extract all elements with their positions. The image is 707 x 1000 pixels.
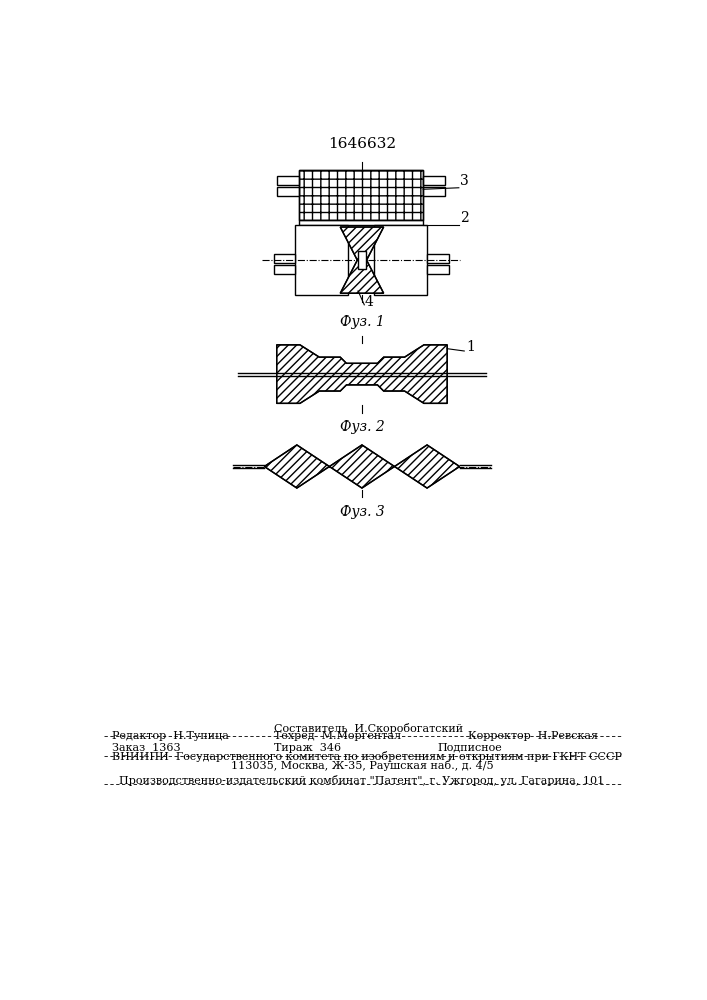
Bar xyxy=(374,225,427,295)
Bar xyxy=(427,265,449,274)
Bar xyxy=(299,220,423,225)
Text: Составитель  И.Скоробогатский: Составитель И.Скоробогатский xyxy=(274,723,464,734)
Polygon shape xyxy=(264,445,329,488)
Text: Фуз. 3: Фуз. 3 xyxy=(339,505,385,519)
Text: 1: 1 xyxy=(467,340,475,354)
Bar xyxy=(299,170,423,220)
Text: 2: 2 xyxy=(460,211,469,225)
Polygon shape xyxy=(329,445,395,488)
Text: Производственно-издательский комбинат "Патент", г. Ужгород, ул. Гагарина, 101: Производственно-издательский комбинат "П… xyxy=(119,774,604,786)
Text: Заказ  1363: Заказ 1363 xyxy=(112,743,180,753)
Text: Подписное: Подписное xyxy=(437,743,502,753)
Bar xyxy=(423,176,445,185)
Text: Корректор  Н.Ревская: Корректор Н.Ревская xyxy=(468,731,598,741)
Bar xyxy=(296,225,348,295)
Text: 3: 3 xyxy=(460,174,469,188)
Polygon shape xyxy=(395,445,460,488)
Polygon shape xyxy=(340,227,384,260)
Text: 1646632: 1646632 xyxy=(328,137,396,151)
Bar xyxy=(277,176,299,185)
Bar xyxy=(358,251,366,269)
Bar xyxy=(274,254,296,263)
Polygon shape xyxy=(276,345,448,403)
Text: ВНИИПИ  Государственного комитета по изобретениям и открытиям при ГКНТ СССР: ВНИИПИ Государственного комитета по изоб… xyxy=(112,751,621,762)
Bar xyxy=(299,170,423,220)
Text: Тираж  346: Тираж 346 xyxy=(274,743,341,753)
Bar xyxy=(423,187,445,196)
Bar xyxy=(427,254,449,263)
Polygon shape xyxy=(340,260,384,293)
Bar xyxy=(277,187,299,196)
Text: Редактор  Н.Тупица: Редактор Н.Тупица xyxy=(112,731,228,741)
Text: 113035, Москва, Ж-35, Раушская наб., д. 4/5: 113035, Москва, Ж-35, Раушская наб., д. … xyxy=(230,760,493,771)
Bar xyxy=(274,265,296,274)
Text: Фуз. 2: Фуз. 2 xyxy=(339,420,385,434)
Text: 4: 4 xyxy=(365,295,374,309)
Text: Фуз. 1: Фуз. 1 xyxy=(339,315,385,329)
Text: Техред  М.Моргентал: Техред М.Моргентал xyxy=(274,731,402,741)
